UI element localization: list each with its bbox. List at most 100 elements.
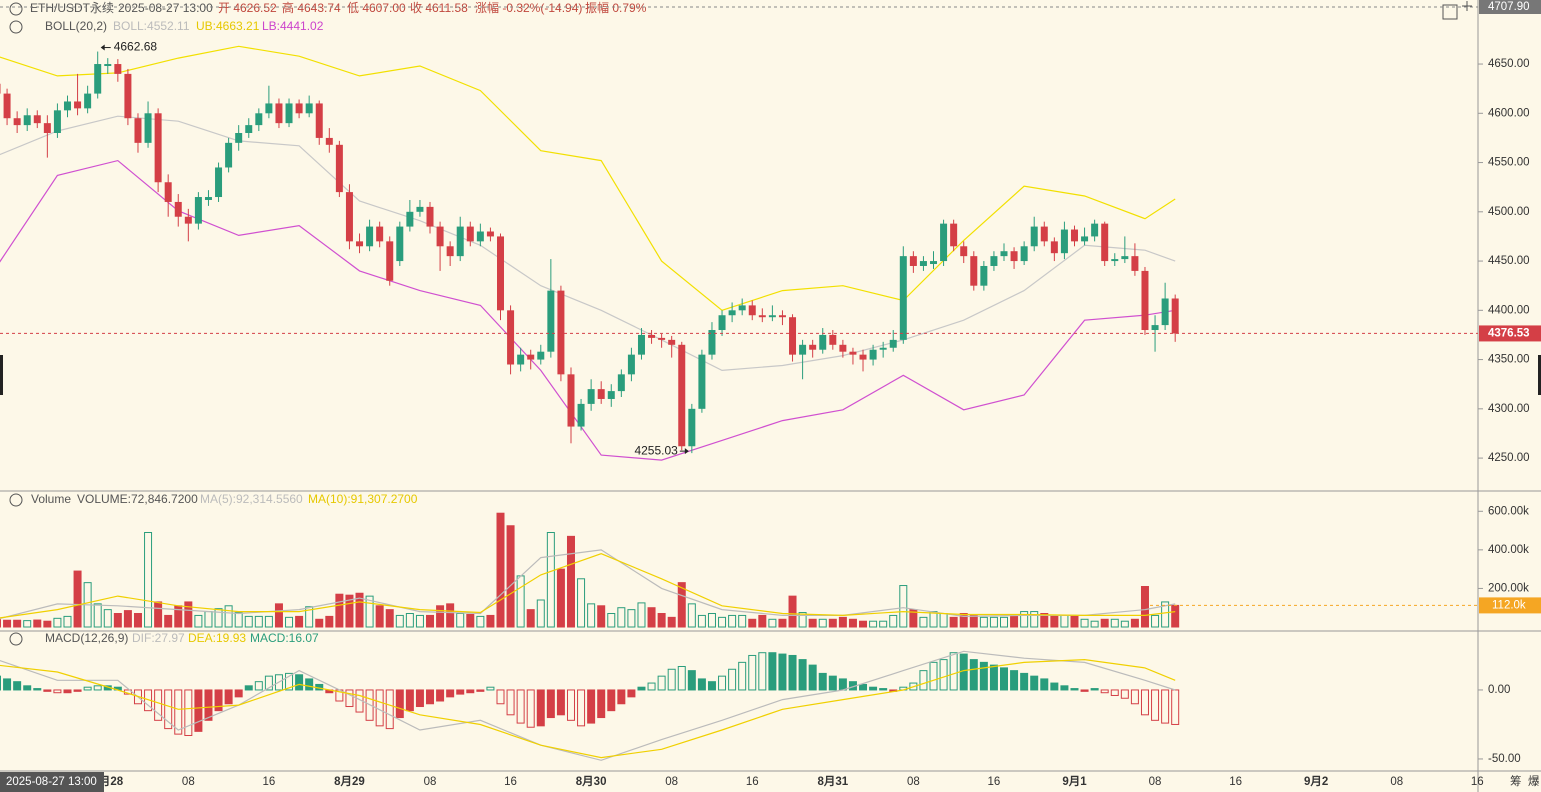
x-tick-label: 16: [504, 776, 517, 788]
volume-bar: [405, 613, 414, 628]
macd-bar: [607, 689, 616, 712]
macd-bar: [456, 689, 465, 695]
macd-bar: [154, 689, 163, 721]
macd-bar: [274, 674, 283, 691]
candle-body: [849, 351, 857, 355]
candle-body: [919, 261, 927, 266]
macd-bar: [738, 661, 747, 691]
macd-bar: [667, 668, 676, 691]
macd-bar: [657, 675, 666, 691]
macd-bar: [989, 664, 998, 691]
volume-bar: [43, 620, 52, 628]
macd-bar: [446, 689, 455, 698]
volume-bar: [1020, 611, 1029, 628]
macd-bar: [919, 670, 928, 691]
volume-tag: [1479, 597, 1541, 614]
add-icon[interactable]: [1462, 1, 1472, 11]
macd-bar: [617, 689, 626, 705]
macd-bar: [959, 653, 968, 691]
macd-bar: [1120, 689, 1129, 699]
x-tick-label: 8月31: [817, 775, 848, 788]
volume-bar: [879, 620, 888, 628]
side-tab[interactable]: 爆: [1528, 774, 1540, 788]
candle-body: [899, 256, 907, 340]
candle-body: [1081, 236, 1089, 242]
volume-tag-label: 112.0k: [1492, 599, 1526, 611]
macd-bar: [556, 689, 565, 716]
volume-bar: [587, 603, 596, 628]
candle-body: [970, 256, 978, 286]
volume-bar: [325, 615, 334, 628]
volume-bar: [969, 614, 978, 628]
macd-bar: [1080, 689, 1089, 692]
volume-bar: [637, 602, 646, 628]
macd-bar: [788, 654, 797, 691]
macd-bar: [264, 675, 273, 691]
side-tab[interactable]: 筹: [1510, 774, 1522, 788]
collapse-icons[interactable]: [9, 2, 23, 646]
macd-bar: [0, 675, 1, 691]
open: 开 4626.52: [218, 1, 277, 15]
macd-bar: [536, 689, 545, 727]
volume-bar: [436, 605, 445, 628]
candle-body: [839, 344, 847, 352]
macd-bar: [244, 685, 253, 691]
macd-bar: [73, 689, 82, 692]
time-tag-label: 2025-08-27 13:00: [6, 776, 97, 788]
volume-title: Volume: [31, 492, 71, 506]
scroll-handle[interactable]: [1538, 355, 1541, 395]
candle-body: [1111, 259, 1119, 262]
macd-bar: [496, 689, 505, 705]
volume-bar: [1100, 618, 1109, 628]
macd-bar: [697, 678, 706, 691]
candle-body: [980, 265, 988, 286]
volume-bar: [144, 532, 153, 628]
candle-body: [0, 83, 1, 94]
candle-body: [204, 197, 212, 200]
candle-body: [859, 354, 867, 360]
macd-bar: [1020, 672, 1029, 691]
candle-body: [74, 101, 82, 109]
volume-bar: [697, 614, 706, 628]
candle-body: [265, 103, 273, 114]
candle-body: [33, 115, 41, 124]
candle-body: [607, 391, 615, 399]
volume-bar: [788, 595, 797, 628]
macd-bar: [637, 686, 646, 691]
macd-bar: [254, 681, 263, 691]
candle-body: [335, 144, 343, 193]
candle-body: [1000, 251, 1008, 257]
candle-body: [879, 347, 887, 350]
macd-bar: [466, 689, 475, 694]
candle-body: [315, 103, 323, 138]
volume-bar: [456, 613, 465, 628]
volume-bar: [415, 614, 424, 628]
x-tick-label: 08: [1149, 776, 1162, 788]
macd-bar: [415, 689, 424, 708]
x-tick-label: 8月30: [576, 775, 607, 788]
candle-body: [869, 349, 877, 360]
candle-body: [345, 192, 353, 242]
macd-bar: [838, 678, 847, 691]
candle-body: [617, 374, 625, 392]
macd-bar: [1130, 689, 1139, 705]
fullscreen-icon[interactable]: [1442, 4, 1458, 20]
volume-bar: [657, 613, 666, 628]
volume-bar: [536, 599, 545, 628]
candle-body: [325, 137, 333, 145]
macd-bar: [718, 675, 727, 691]
volume-bar: [345, 594, 354, 628]
scroll-handle[interactable]: [0, 355, 3, 395]
low-annotation: 4255.03: [634, 443, 678, 457]
macd-bar: [133, 689, 142, 705]
macd-bar: [1040, 678, 1049, 691]
volume-bar: [889, 614, 898, 628]
macd-bar: [305, 678, 314, 691]
volume-bar: [1171, 604, 1180, 628]
candle-body: [799, 344, 807, 355]
volume-bar: [184, 601, 193, 628]
volume-bar: [1090, 620, 1099, 628]
candle-body: [476, 231, 484, 242]
volume-bar: [274, 603, 283, 628]
macd-bar: [979, 661, 988, 691]
